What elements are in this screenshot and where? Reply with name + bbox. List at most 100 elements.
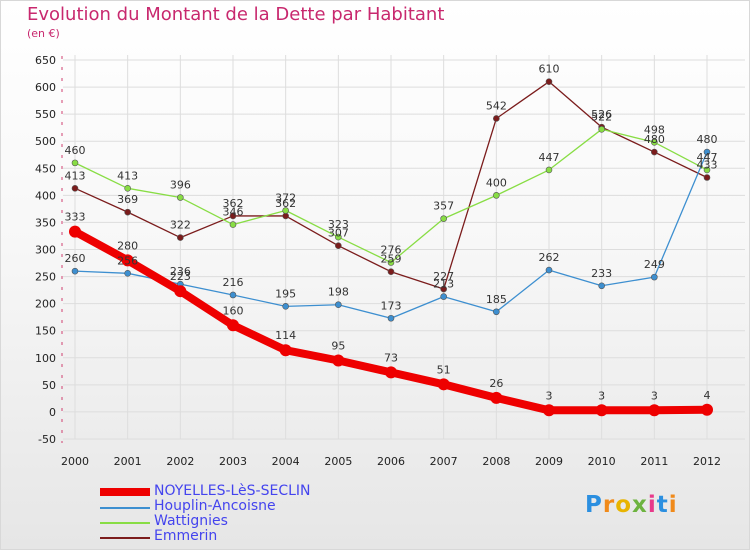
x-tick-label: 2009 — [535, 455, 563, 468]
y-tick-label: 350 — [35, 216, 56, 229]
chart-title: Evolution du Montant de la Dette par Hab… — [27, 4, 445, 25]
data-point — [121, 254, 134, 267]
data-point — [387, 259, 395, 266]
data-point — [598, 282, 605, 290]
data-point — [335, 242, 342, 250]
data-label: 160 — [223, 304, 244, 317]
y-tick-label: 50 — [42, 379, 56, 392]
data-point — [385, 366, 397, 379]
data-label: 198 — [328, 286, 349, 299]
data-point — [387, 314, 395, 322]
data-point — [282, 212, 289, 220]
logo-letter: i — [668, 492, 678, 518]
y-tick-label: 150 — [35, 325, 56, 338]
data-label: 114 — [275, 329, 296, 342]
data-label: 95 — [331, 339, 345, 352]
data-point — [282, 303, 289, 310]
data-point — [71, 267, 79, 275]
data-point — [545, 266, 553, 274]
data-point — [703, 174, 711, 181]
proxiti-logo: Proxiti — [585, 492, 678, 518]
data-label: 522 — [591, 110, 612, 123]
y-tick-label: 650 — [35, 54, 56, 67]
data-point — [493, 115, 500, 122]
data-point — [69, 225, 81, 238]
y-tick-label: -50 — [38, 433, 56, 446]
data-point — [440, 285, 447, 293]
y-tick-label: 500 — [35, 135, 56, 148]
data-label: 400 — [486, 176, 507, 189]
data-point — [651, 148, 658, 156]
data-label: 396 — [170, 179, 191, 192]
data-point — [437, 378, 450, 391]
data-point — [177, 234, 184, 241]
legend-swatch — [100, 507, 150, 509]
logo-letter: P — [585, 492, 603, 518]
data-point — [332, 354, 345, 367]
data-point — [124, 270, 131, 277]
data-label: 223 — [170, 270, 191, 283]
data-label: 4 — [704, 389, 711, 402]
data-label: 357 — [433, 200, 454, 213]
y-tick-label: 300 — [35, 244, 56, 257]
y-tick-label: 250 — [35, 271, 56, 284]
data-label: 542 — [486, 99, 507, 112]
data-point — [595, 404, 608, 417]
grid — [63, 55, 745, 440]
data-label: 216 — [223, 276, 244, 289]
data-label: 173 — [381, 299, 402, 312]
data-point — [229, 212, 237, 220]
chart-subtitle: (en €) — [27, 27, 60, 40]
data-point — [229, 221, 237, 228]
data-label: 276 — [381, 243, 402, 256]
data-point — [651, 138, 658, 146]
data-point — [335, 301, 342, 309]
data-label: 3 — [546, 389, 553, 402]
data-label: 280 — [117, 239, 138, 252]
data-point — [493, 192, 500, 199]
data-label: 322 — [170, 219, 191, 232]
data-point — [279, 344, 292, 357]
y-tick-label: 100 — [35, 352, 56, 365]
data-point — [387, 268, 395, 275]
data-label: 413 — [65, 169, 86, 182]
data-label: 3 — [598, 389, 605, 402]
data-point — [651, 273, 658, 281]
data-label: 433 — [697, 158, 718, 171]
data-point — [440, 215, 447, 222]
data-label: 498 — [644, 123, 665, 136]
data-point — [124, 185, 131, 192]
x-tick-label: 2002 — [166, 455, 194, 468]
logo-letter: x — [632, 492, 648, 518]
data-point — [543, 404, 555, 417]
axes: -50 0 50 100 150 200 250 300 350 400 450 500 550 600 6… — [35, 54, 721, 468]
logo-letter: o — [615, 492, 633, 518]
data-label: 73 — [384, 351, 398, 364]
data-label: 480 — [644, 133, 665, 146]
data-point — [227, 319, 239, 332]
data-label: 233 — [591, 267, 612, 280]
y-tick-label: 0 — [49, 406, 56, 419]
data-point — [545, 78, 553, 85]
data-point — [124, 208, 131, 216]
y-tick-label: 400 — [35, 189, 56, 202]
x-tick-label: 2012 — [693, 455, 721, 468]
data-point — [490, 391, 503, 404]
data-label: 307 — [328, 227, 349, 240]
data-label: 51 — [437, 363, 451, 376]
data-label: 460 — [65, 144, 86, 157]
x-tick-label: 2005 — [324, 455, 352, 468]
y-tick-label: 550 — [35, 108, 56, 121]
data-point — [335, 233, 342, 241]
data-label: 362 — [223, 197, 244, 210]
data-label: 195 — [275, 287, 296, 300]
legend-label: NOYELLES-LèS-SECLIN — [154, 483, 311, 499]
data-label: 526 — [591, 108, 612, 121]
x-tick-label: 2000 — [61, 455, 89, 468]
data-label: 372 — [275, 192, 296, 205]
x-tick-label: 2011 — [640, 455, 668, 468]
data-label: 236 — [170, 265, 191, 278]
data-label: 362 — [275, 197, 296, 210]
legend-label: Emmerin — [154, 528, 218, 544]
